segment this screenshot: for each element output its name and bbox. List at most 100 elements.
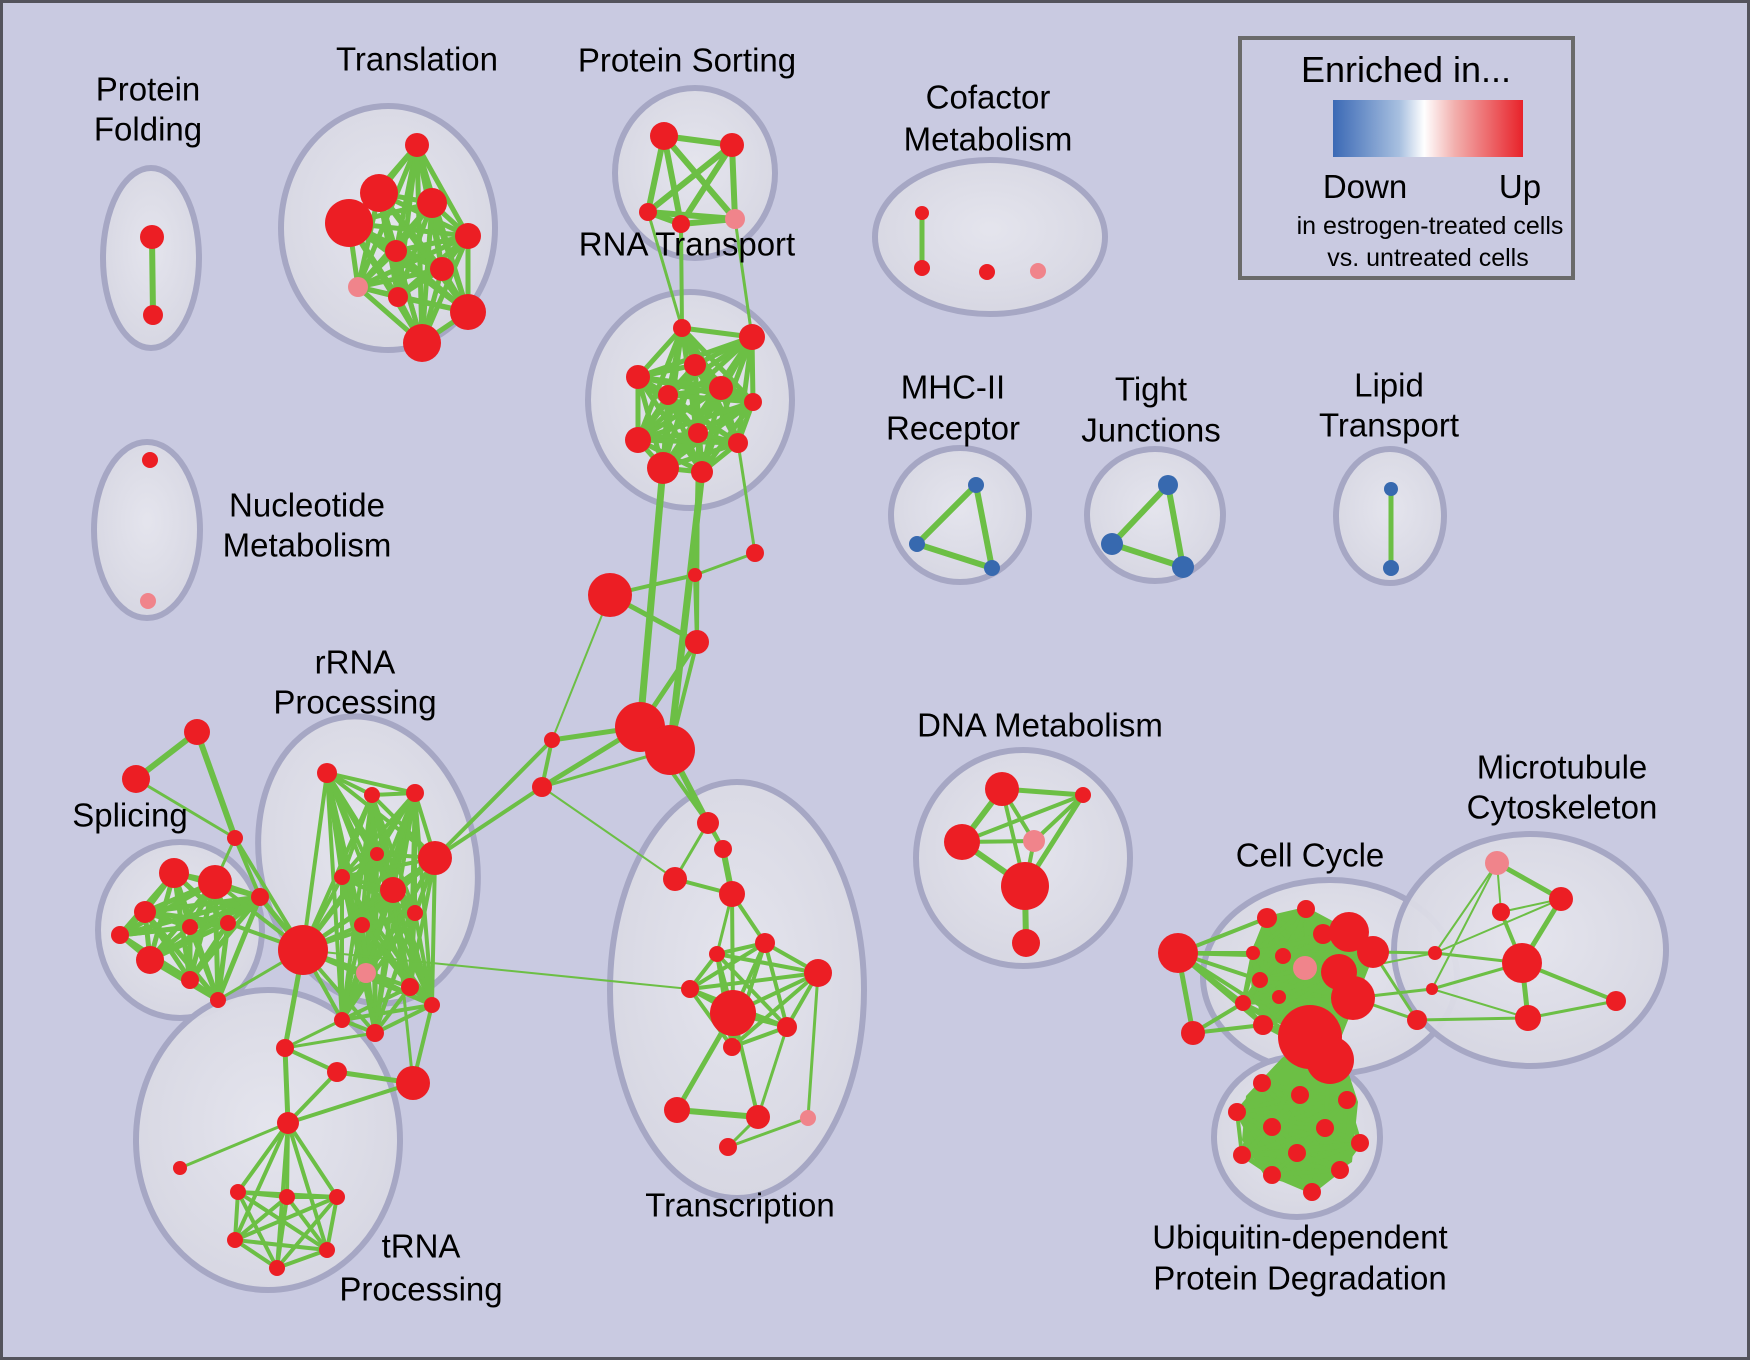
network-node-ccl: [1158, 933, 1198, 973]
rrna-mesh-edge: [373, 1003, 434, 1035]
network-node-ub5: [1263, 1118, 1281, 1136]
network-node-cc15: [1407, 1010, 1427, 1030]
cluster-ellipse-mhc-ii-receptor: [888, 445, 1032, 585]
rna-transport-mesh-edge: [665, 392, 756, 405]
network-node-cc4: [1329, 912, 1369, 952]
network-node-rt4: [626, 365, 650, 389]
edge-tx8-tx14: [806, 971, 820, 1120]
network-node-ub3: [1338, 1091, 1356, 1109]
rrna-mesh-edge: [340, 793, 374, 1022]
edge-mt5-mt6: [1526, 999, 1618, 1020]
network-node-t6: [385, 240, 407, 262]
network-node-ub10: [1331, 1161, 1349, 1179]
network-node-rt2: [739, 324, 765, 350]
network-node-m3: [984, 560, 1000, 576]
network-node-t7: [430, 257, 454, 281]
network-node-n1: [142, 452, 158, 468]
legend-subtitle-line2: vs. untreated cells: [1327, 244, 1529, 272]
transcription-core-mesh-edge: [763, 941, 789, 1029]
network-node-ub12: [1303, 1183, 1321, 1201]
trna-ring-mesh-edge: [233, 1195, 289, 1242]
network-node-cc6: [1246, 946, 1260, 960]
cluster-label-rna-transport: RNA Transport: [579, 226, 795, 263]
network-node-sp3: [134, 901, 156, 923]
rna-transport-mesh-edge: [635, 437, 741, 446]
edge-sn1-sn4: [693, 551, 757, 577]
network-node-ub1: [1253, 1074, 1271, 1092]
network-node-tx14: [800, 1110, 816, 1126]
network-node-rt10: [728, 433, 748, 453]
edge-trh-tp3: [286, 1121, 339, 1199]
cluster-label-nucleotide-metabolism-line1: Nucleotide: [229, 487, 385, 524]
edge-rrh-tx7: [302, 949, 691, 990]
network-node-rrh: [278, 925, 328, 975]
splicing-mesh-edge: [215, 894, 263, 1003]
network-node-rr4: [370, 847, 384, 861]
cluster-label-trna-processing-line2: Processing: [339, 1271, 502, 1308]
protein-sorting-mesh-edge: [645, 142, 735, 215]
network-node-cc14: [1331, 976, 1375, 1020]
network-node-t4: [417, 188, 447, 218]
network-node-cc12: [1253, 1015, 1273, 1035]
network-node-tp6: [269, 1260, 285, 1276]
cluster-label-mhc-ii-receptor-line2: Receptor: [886, 410, 1020, 447]
network-node-rt1: [673, 319, 691, 337]
trna-ring-mesh-edge: [275, 1195, 339, 1270]
cluster-label-translation: Translation: [336, 41, 498, 78]
cluster-label-trna-processing-line1: tRNA: [382, 1228, 461, 1265]
network-node-tx13: [746, 1105, 770, 1129]
network-node-p1: [650, 122, 678, 150]
network-node-tx10: [777, 1017, 797, 1037]
cluster-label-ubiquitin-degradation-line2: Protein Degradation: [1153, 1260, 1447, 1297]
network-node-mt4: [1502, 943, 1542, 983]
network-node-tx8: [804, 959, 832, 987]
cluster-label-cofactor-metabolism-line1: Cofactor: [926, 79, 1051, 116]
network-node-ub9: [1288, 1144, 1306, 1162]
cluster-label-lipid-transport-line2: Transport: [1319, 407, 1459, 444]
network-node-rt3: [684, 354, 706, 376]
network-node-t10: [450, 294, 486, 330]
cluster-label-splicing: Splicing: [72, 797, 188, 834]
edge-p4-rt1: [679, 222, 684, 330]
network-node-cch2: [1306, 1036, 1354, 1084]
edge-sn1-rt8: [693, 431, 700, 577]
network-node-t9: [388, 287, 408, 307]
network-node-d3: [944, 824, 980, 860]
cluster-label-nucleotide-metabolism-line2: Metabolism: [223, 527, 392, 564]
network-node-sp7: [181, 971, 199, 989]
network-node-tx12: [664, 1097, 690, 1123]
edge-trt-rr10: [283, 1018, 344, 1050]
network-node-rr5: [334, 869, 350, 885]
cluster-label-protein-folding-line2: Folding: [94, 111, 202, 148]
network-node-ub6: [1316, 1119, 1334, 1137]
network-node-cc1: [1257, 908, 1277, 928]
network-node-c4: [1030, 263, 1046, 279]
cell-cycle-mesh-edge: [1251, 907, 1308, 955]
network-node-t3: [325, 199, 373, 247]
rrna-mesh-edge: [413, 911, 434, 1007]
edge-rt11-snp1: [636, 464, 667, 731]
rrna-mesh-edge: [325, 771, 417, 795]
network-node-trh: [277, 1112, 299, 1134]
network-node-t8: [348, 277, 368, 297]
network-node-rt12: [691, 461, 713, 483]
network-node-tx7: [681, 980, 699, 998]
trna-ring-mesh-edge: [285, 1195, 329, 1252]
network-node-rr1: [317, 763, 337, 783]
network-node-rr9: [356, 963, 376, 983]
edge-d2-d4: [1032, 793, 1085, 843]
rrna-mesh-edge: [413, 791, 434, 1007]
rrna-mesh-edge: [364, 971, 434, 1007]
network-node-p3: [639, 203, 657, 221]
cluster-label-lipid-transport-line1: Lipid: [1354, 367, 1424, 404]
rrna-mesh-edge: [325, 771, 344, 1022]
network-node-m1: [968, 477, 984, 493]
cluster-label-ubiquitin-degradation-line1: Ubiquitin-dependent: [1152, 1219, 1447, 1256]
network-node-pf1: [140, 225, 164, 249]
edge-trh-tp1: [236, 1121, 290, 1194]
network-node-tx11: [723, 1038, 741, 1056]
network-node-rr10: [334, 1012, 350, 1028]
cluster-ellipse-cofactor-metabolism: [872, 157, 1108, 317]
ubiquitin-mesh-edge: [1295, 1141, 1362, 1155]
